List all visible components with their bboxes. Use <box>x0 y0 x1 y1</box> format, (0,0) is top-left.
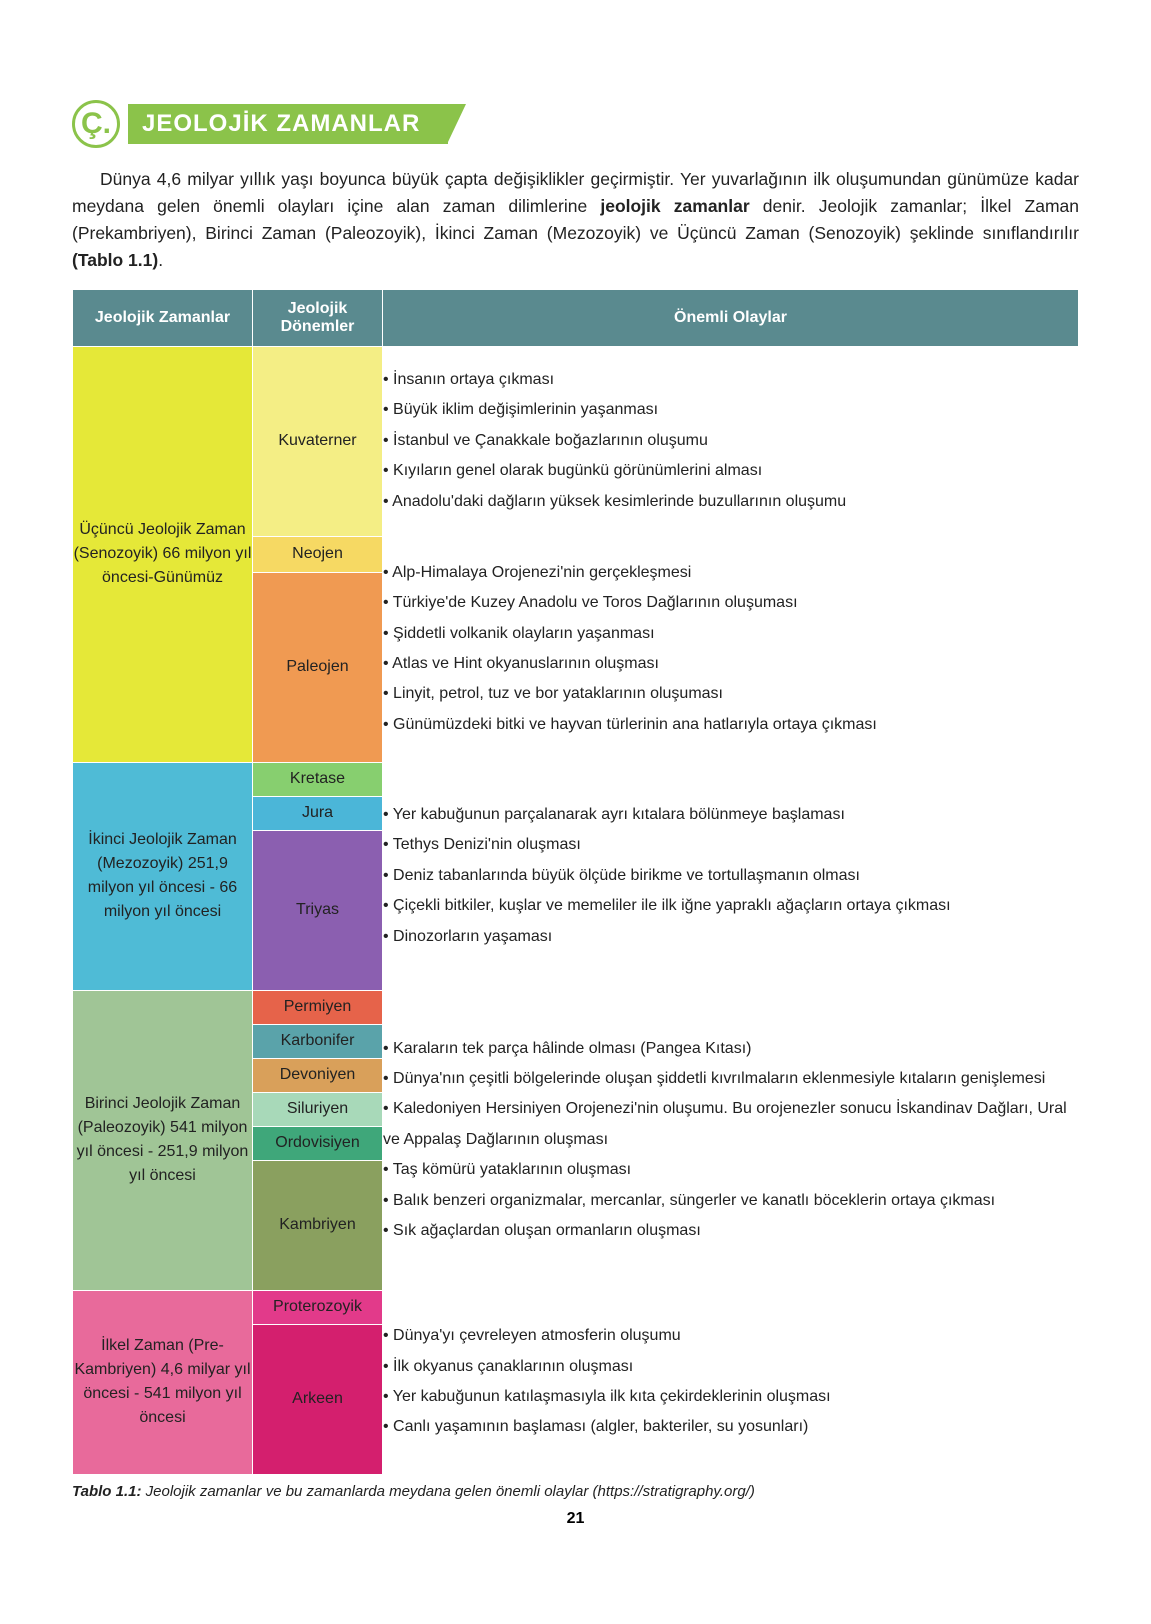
intro-bold-1: jeolojik zamanlar <box>600 196 749 216</box>
period-cell: Siluriyen <box>253 1092 383 1126</box>
event-bullet: • Canlı yaşamının başlaması (algler, bak… <box>383 1412 1078 1442</box>
period-cell: Kambriyen <box>253 1160 383 1290</box>
event-bullet: • Sık ağaçlardan oluşan ormanların oluşm… <box>383 1216 1078 1246</box>
event-bullet: • Dünya'nın çeşitli bölgelerinde oluşan … <box>383 1064 1078 1094</box>
event-bullet: • Yer kabuğunun katılaşmasıyla ilk kıta … <box>383 1382 1078 1412</box>
section-heading: Ç. JEOLOJİK ZAMANLAR <box>72 100 1079 148</box>
event-bullet: • Şiddetli volkanik olayların yaşanması <box>383 619 1078 649</box>
intro-paragraph: Dünya 4,6 milyar yıllık yaşı boyunca büy… <box>72 166 1079 275</box>
th-events: Önemli Olaylar <box>383 289 1079 346</box>
intro-text-3: . <box>158 250 163 270</box>
heading-badge: Ç. <box>72 100 120 148</box>
events-cell: • İnsanın ortaya çıkması• Büyük iklim de… <box>383 346 1079 536</box>
event-bullet: • Linyit, petrol, tuz ve bor yataklarını… <box>383 679 1078 709</box>
intro-bold-2: (Tablo 1.1) <box>72 250 158 270</box>
period-cell: Proterozoyik <box>253 1290 383 1324</box>
events-cell: • Alp-Himalaya Orojenezi'nin gerçekleşme… <box>383 536 1079 762</box>
events-cell: • Yer kabuğunun parçalanarak ayrı kıtala… <box>383 762 1079 990</box>
event-bullet: • Dünya'yı çevreleyen atmosferin oluşumu <box>383 1321 1078 1351</box>
th-era: Jeolojik Zamanlar <box>73 289 253 346</box>
period-cell: Permiyen <box>253 990 383 1024</box>
event-bullet: • İlk okyanus çanaklarının oluşması <box>383 1352 1078 1382</box>
period-cell: Triyas <box>253 830 383 990</box>
th-period: Jeolojik Dönemler <box>253 289 383 346</box>
event-bullet: • Alp-Himalaya Orojenezi'nin gerçekleşme… <box>383 558 1078 588</box>
period-cell: Karbonifer <box>253 1024 383 1058</box>
page-number: 21 <box>72 1510 1079 1528</box>
era-cell: Birinci Jeolojik Zaman (Paleozoyik) 541 … <box>73 990 253 1290</box>
period-cell: Neojen <box>253 536 383 572</box>
event-bullet: • Karaların tek parça hâlinde olması (Pa… <box>383 1034 1078 1064</box>
event-bullet: • Anadolu'daki dağların yüksek kesimleri… <box>383 487 1078 517</box>
period-cell: Kretase <box>253 762 383 796</box>
period-cell: Jura <box>253 796 383 830</box>
geologic-table: Jeolojik Zamanlar Jeolojik Dönemler Önem… <box>72 289 1079 1475</box>
event-bullet: • Deniz tabanlarında büyük ölçüde birikm… <box>383 861 1078 891</box>
events-cell: • Karaların tek parça hâlinde olması (Pa… <box>383 990 1079 1290</box>
event-bullet: • Büyük iklim değişimlerinin yaşanması <box>383 395 1078 425</box>
era-cell: İlkel Zaman (Pre-Kambriyen) 4,6 milyar y… <box>73 1290 253 1474</box>
event-bullet: • Tethys Denizi'nin oluşması <box>383 830 1078 860</box>
event-bullet: • Atlas ve Hint okyanuslarının oluşması <box>383 649 1078 679</box>
events-cell: • Dünya'yı çevreleyen atmosferin oluşumu… <box>383 1290 1079 1474</box>
caption-label: Tablo 1.1: <box>72 1483 141 1500</box>
event-bullet: • Türkiye'de Kuzey Anadolu ve Toros Dağl… <box>383 588 1078 618</box>
event-bullet: • Çiçekli bitkiler, kuşlar ve memeliler … <box>383 891 1078 921</box>
era-cell: İkinci Jeolojik Zaman (Mezozoyik) 251,9 … <box>73 762 253 990</box>
table-caption: Tablo 1.1: Jeolojik zamanlar ve bu zaman… <box>72 1483 1079 1500</box>
period-cell: Arkeen <box>253 1324 383 1474</box>
event-bullet: • Dinozorların yaşaması <box>383 922 1078 952</box>
era-cell: Üçüncü Jeolojik Zaman (Senozoyik) 66 mil… <box>73 346 253 762</box>
event-bullet: • İstanbul ve Çanakkale boğazlarının olu… <box>383 426 1078 456</box>
event-bullet: • Taş kömürü yataklarının oluşması <box>383 1155 1078 1185</box>
heading-banner: JEOLOJİK ZAMANLAR <box>128 104 448 144</box>
period-cell: Devoniyen <box>253 1058 383 1092</box>
event-bullet: • İnsanın ortaya çıkması <box>383 365 1078 395</box>
event-bullet: • Kıyıların genel olarak bugünkü görünüm… <box>383 456 1078 486</box>
period-cell: Kuvaterner <box>253 346 383 536</box>
caption-text: Jeolojik zamanlar ve bu zamanlarda meyda… <box>141 1483 754 1500</box>
event-bullet: • Yer kabuğunun parçalanarak ayrı kıtala… <box>383 800 1078 830</box>
event-bullet: • Günümüzdeki bitki ve hayvan türlerinin… <box>383 710 1078 740</box>
period-cell: Ordovisiyen <box>253 1126 383 1160</box>
event-bullet: • Kaledoniyen Hersiniyen Orojenezi'nin o… <box>383 1094 1078 1155</box>
period-cell: Paleojen <box>253 572 383 762</box>
event-bullet: • Balık benzeri organizmalar, mercanlar,… <box>383 1186 1078 1216</box>
